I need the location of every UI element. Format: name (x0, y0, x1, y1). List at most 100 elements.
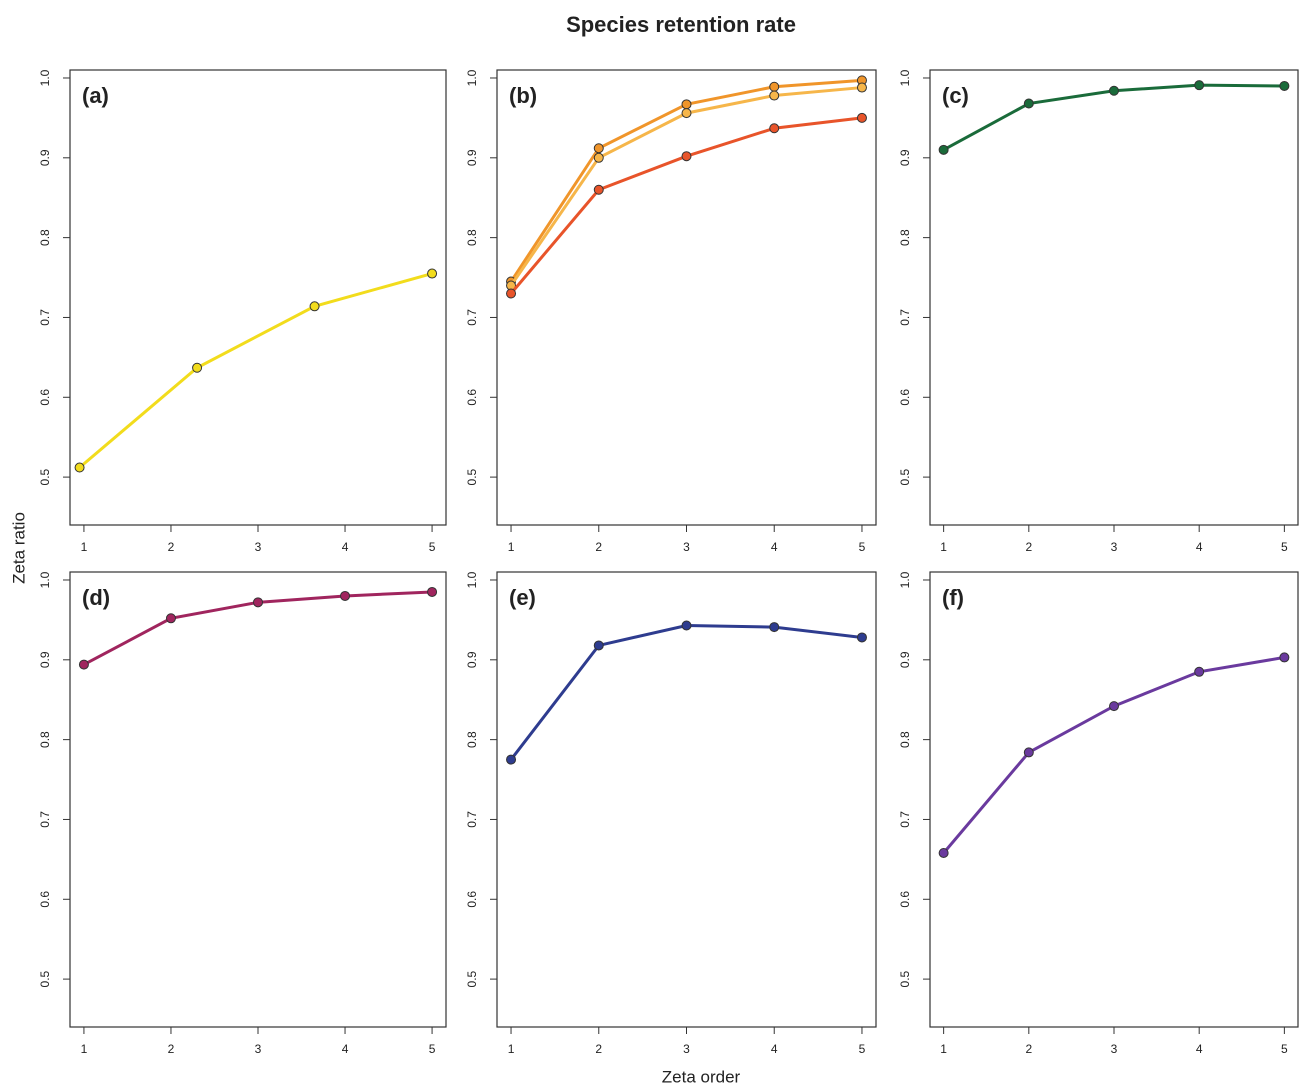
data-point (593, 184, 604, 195)
x-tick-label: 5 (859, 1042, 866, 1056)
y-axis-label: Zeta ratio (9, 512, 28, 584)
data-point (681, 99, 692, 110)
data-point (1279, 652, 1290, 663)
panel-label: (e) (509, 585, 536, 610)
y-tick-label: 0.9 (38, 651, 52, 668)
y-tick-label: 0.6 (465, 891, 479, 908)
series-line (509, 116, 863, 295)
y-tick-label: 0.7 (465, 811, 479, 828)
x-tick-label: 2 (168, 540, 175, 554)
x-tick-label: 5 (429, 1042, 436, 1056)
data-point (1194, 80, 1205, 91)
y-tick-label: 0.7 (898, 309, 912, 326)
y-tick-label: 0.5 (38, 970, 52, 987)
y-tick-label: 0.5 (465, 970, 479, 987)
panel-label: (d) (82, 585, 110, 610)
data-point (769, 622, 780, 633)
y-tick-label: 0.8 (38, 229, 52, 246)
x-tick-label: 3 (1111, 540, 1118, 554)
y-tick-label: 0.6 (465, 389, 479, 406)
panel: 0.5 0.6 0.7 0.8 0.9 1.0 1 2 3 4 5 (d) (38, 571, 447, 1056)
figure-title: Species retention rate (566, 12, 796, 37)
x-tick-label: 4 (342, 1042, 349, 1056)
x-tick-label: 3 (255, 1042, 262, 1056)
y-tick-label: 0.7 (38, 309, 52, 326)
data-point (1194, 666, 1205, 677)
data-point (769, 123, 780, 134)
data-point (427, 586, 438, 597)
data-point (1023, 98, 1034, 109)
x-tick-label: 1 (508, 540, 515, 554)
x-tick-label: 4 (342, 540, 349, 554)
data-point (165, 613, 176, 624)
data-point (938, 847, 949, 858)
data-point (769, 90, 780, 101)
y-tick-label: 0.6 (898, 389, 912, 406)
x-tick-label: 5 (859, 540, 866, 554)
data-point (856, 632, 867, 643)
x-tick-label: 5 (429, 540, 436, 554)
y-tick-label: 0.8 (465, 731, 479, 748)
y-tick-label: 0.9 (38, 149, 52, 166)
x-tick-label: 1 (940, 540, 947, 554)
data-point (253, 597, 263, 608)
y-tick-label: 0.6 (898, 891, 912, 908)
data-point (74, 462, 85, 473)
plot-frame (69, 571, 447, 1028)
y-tick-label: 0.6 (38, 891, 52, 908)
y-tick-label: 0.8 (465, 229, 479, 246)
series-line (509, 623, 863, 761)
data-point (856, 82, 867, 93)
y-tick-label: 1.0 (38, 571, 52, 588)
y-tick-label: 1.0 (898, 69, 912, 86)
y-tick-label: 0.9 (465, 149, 479, 166)
panel: 0.5 0.6 0.7 0.8 0.9 1.0 1 2 3 4 5 (e) (465, 571, 877, 1056)
x-tick-label: 3 (683, 1042, 690, 1056)
panel: 0.5 0.6 0.7 0.8 0.9 1.0 1 2 3 4 5 (c) (898, 69, 1299, 554)
x-tick-label: 1 (508, 1042, 515, 1056)
y-tick-label: 1.0 (465, 571, 479, 588)
y-tick-label: 1.0 (465, 69, 479, 86)
x-tick-label: 2 (1025, 1042, 1032, 1056)
y-tick-label: 0.9 (898, 149, 912, 166)
x-tick-label: 2 (595, 1042, 602, 1056)
data-point (593, 143, 604, 154)
x-tick-label: 4 (771, 1042, 778, 1056)
data-point (340, 590, 351, 601)
x-tick-label: 3 (683, 540, 690, 554)
y-tick-label: 0.8 (898, 731, 912, 748)
panel: 0.5 0.6 0.7 0.8 0.9 1.0 1 2 3 4 5 (f) (898, 571, 1299, 1056)
x-tick-label: 3 (1111, 1042, 1118, 1056)
y-tick-label: 0.7 (898, 811, 912, 828)
y-tick-label: 0.8 (898, 229, 912, 246)
plot-frame (496, 69, 877, 526)
plot-frame (929, 571, 1299, 1028)
data-point (938, 144, 949, 155)
data-point (506, 754, 517, 765)
data-point (681, 108, 692, 119)
panel-label: (a) (82, 83, 109, 108)
data-point (1279, 80, 1290, 91)
plot-frame (929, 69, 1299, 526)
y-tick-label: 0.7 (38, 811, 52, 828)
x-tick-label: 5 (1281, 540, 1288, 554)
data-point (681, 151, 692, 162)
y-tick-label: 0.6 (38, 389, 52, 406)
y-tick-label: 0.9 (465, 651, 479, 668)
y-tick-label: 1.0 (898, 571, 912, 588)
y-tick-label: 0.5 (465, 468, 479, 485)
data-point (427, 268, 438, 279)
data-point (78, 659, 89, 670)
data-point (593, 152, 604, 163)
y-tick-label: 0.7 (465, 309, 479, 326)
x-tick-label: 2 (1025, 540, 1032, 554)
data-point (1023, 747, 1034, 758)
data-point (1109, 701, 1119, 712)
data-point (192, 362, 203, 373)
y-tick-label: 0.8 (38, 731, 52, 748)
x-tick-label: 1 (81, 1042, 88, 1056)
x-tick-label: 5 (1281, 1042, 1288, 1056)
x-tick-label: 1 (940, 1042, 947, 1056)
data-point (506, 288, 517, 299)
data-point (681, 620, 692, 631)
